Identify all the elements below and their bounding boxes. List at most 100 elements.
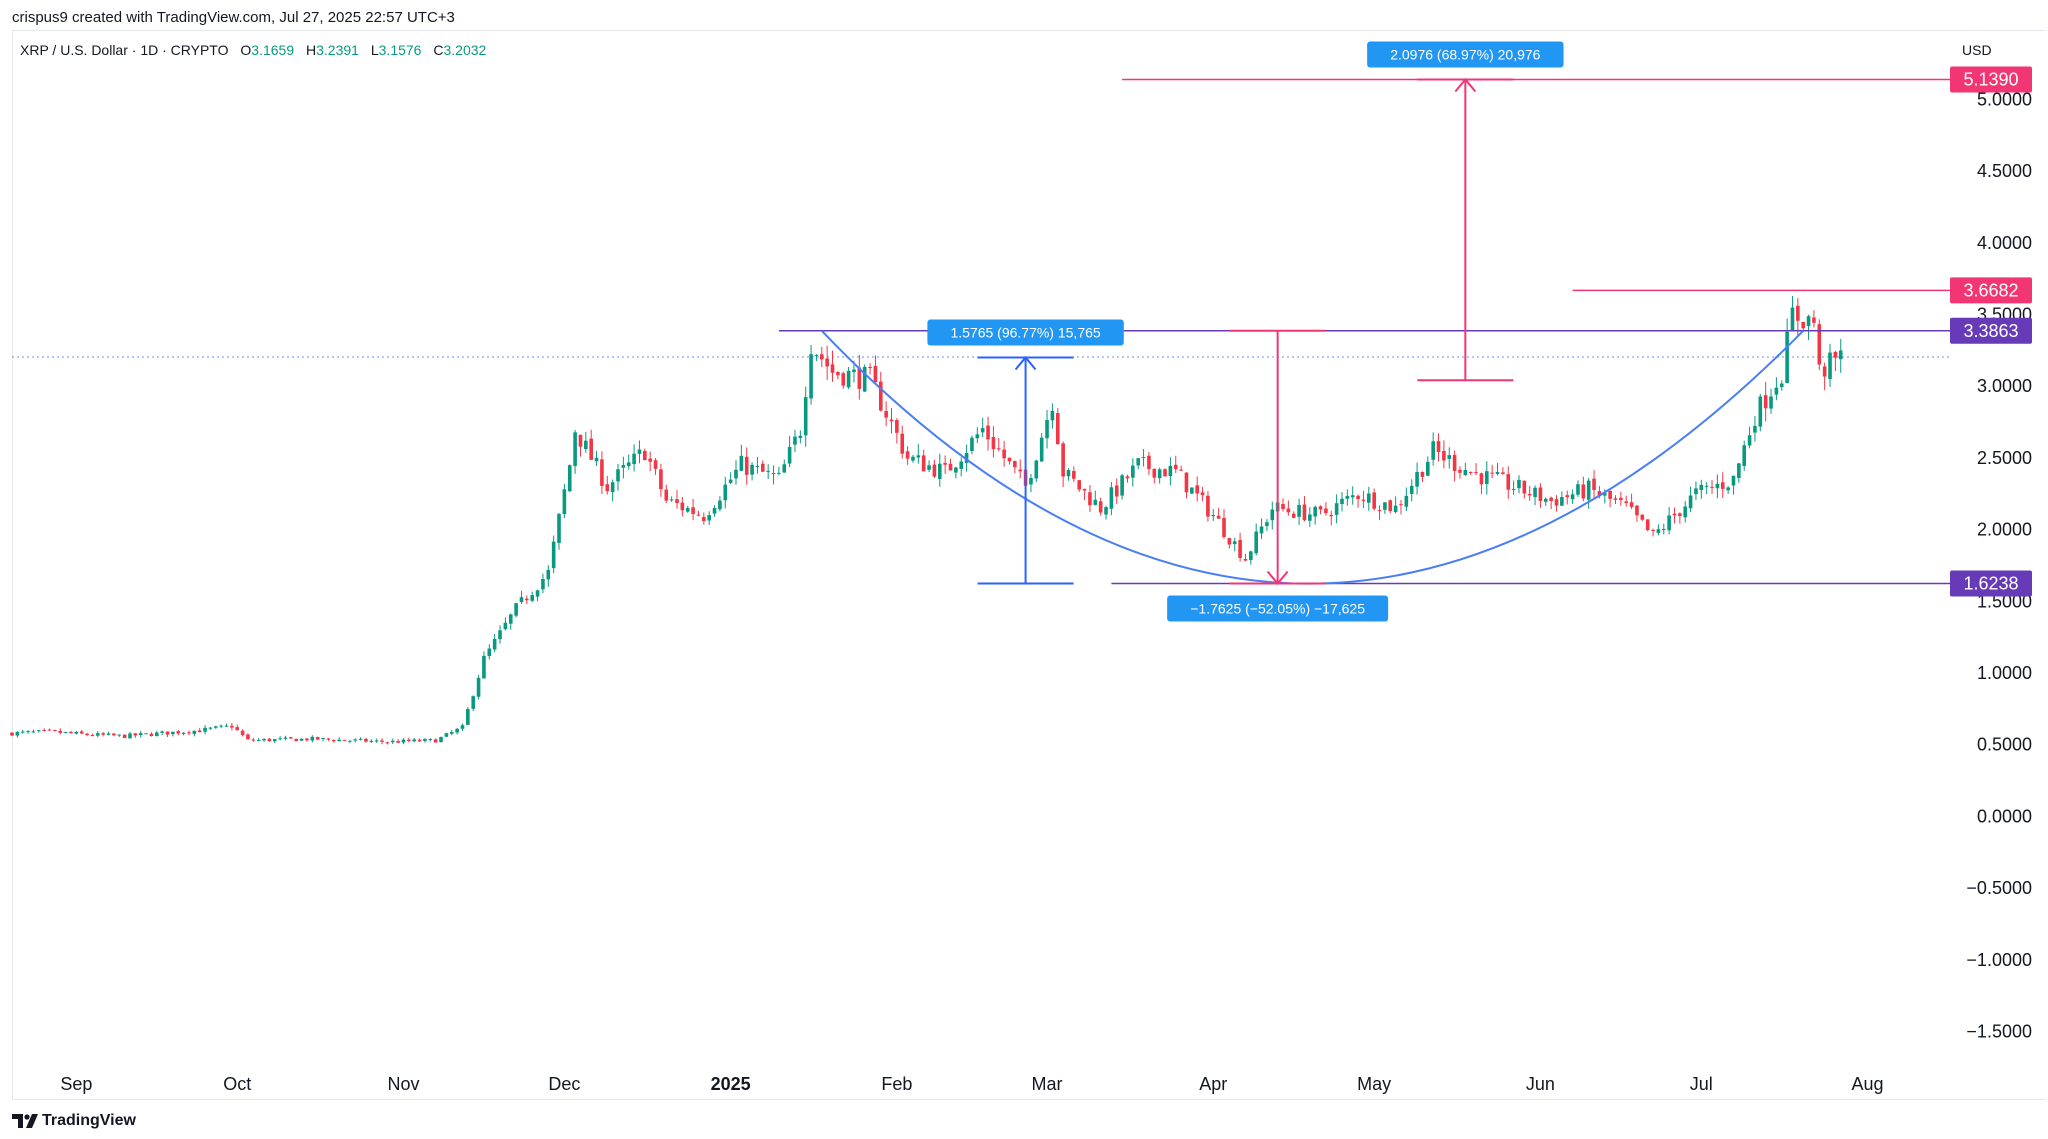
candle-body [712, 507, 717, 514]
candle-body [444, 733, 449, 737]
x-tick-label: Dec [548, 1074, 580, 1094]
candle-body [868, 367, 872, 369]
candle-body [1141, 457, 1146, 459]
candle-body [889, 419, 894, 422]
candle-body [514, 603, 518, 616]
candle-body [197, 730, 202, 733]
candle-body [803, 397, 808, 436]
candle-body [1479, 473, 1484, 485]
candle-body [1029, 478, 1033, 485]
candle-body [841, 373, 846, 386]
candle-body [1206, 495, 1210, 517]
candle-body [1511, 488, 1516, 490]
candle-body [959, 461, 964, 469]
candle-body [1147, 455, 1151, 470]
candle-body [138, 733, 143, 736]
x-tick-label: Sep [60, 1074, 92, 1094]
candle-body [101, 733, 105, 735]
candle-body [160, 731, 164, 733]
price-level-tag [1950, 277, 2032, 304]
candle-body [777, 472, 781, 474]
candle-body [396, 741, 400, 743]
candle-body [278, 738, 282, 740]
candle-body [1779, 383, 1784, 388]
candle-body [1249, 551, 1253, 560]
candle-body [1769, 396, 1773, 409]
candle-body [541, 579, 545, 590]
candle-body [1474, 472, 1478, 474]
candle-body [1088, 492, 1092, 506]
x-tick-label: May [1357, 1074, 1391, 1094]
candle-body [932, 464, 937, 477]
candle-body [508, 614, 513, 624]
candle-body [299, 738, 304, 741]
tradingview-logo-icon [12, 1114, 38, 1128]
candle-body [1688, 495, 1693, 509]
candle-body [1426, 461, 1430, 476]
candle-body [122, 734, 127, 738]
candle-body [1619, 497, 1623, 501]
candle-body [1350, 495, 1355, 498]
measure-label: −1.7625 (−52.05%) −17,625 [1190, 601, 1365, 617]
candle-body [235, 727, 240, 731]
candle-body [702, 516, 706, 522]
candle-body [680, 502, 685, 511]
candle-body [937, 463, 942, 479]
x-tick-label: 2025 [711, 1074, 751, 1094]
candle-body [144, 733, 148, 735]
candle-body [594, 457, 599, 462]
candle-body [1458, 469, 1462, 473]
candle-body [1243, 559, 1248, 561]
candle-body [1560, 497, 1564, 506]
candle-body [1409, 485, 1414, 494]
candle-body [643, 450, 647, 461]
candle-body [1286, 508, 1291, 513]
candle-body [283, 737, 288, 739]
candle-body [782, 464, 787, 473]
candle-body [466, 709, 470, 725]
cup-curve [821, 330, 1804, 585]
candle-body [1790, 307, 1795, 331]
candle-body [1806, 316, 1811, 327]
candle-body [1597, 491, 1602, 497]
candle-body [1468, 471, 1473, 474]
candle-body [1704, 485, 1709, 487]
candle-body [675, 499, 679, 504]
candle-body [1731, 475, 1736, 486]
symbol-legend[interactable]: XRP / U.S. Dollar · 1D · CRYPTO O3.1659 … [20, 42, 486, 58]
candle-body [610, 482, 615, 493]
candle-body [358, 738, 363, 740]
candle-body [1624, 501, 1629, 504]
x-tick-label: Mar [1032, 1074, 1063, 1094]
candle-body [1801, 321, 1806, 329]
candle-body [1222, 518, 1226, 537]
candle-body [975, 434, 980, 439]
candle-body [1517, 479, 1521, 489]
candle-body [825, 358, 829, 367]
candle-body [1045, 420, 1049, 439]
candle-body [305, 738, 309, 741]
candle-body [1415, 472, 1419, 487]
candle-body [562, 489, 567, 515]
candle-body [900, 433, 905, 454]
candle-body [1039, 437, 1044, 462]
top-bar: crispus9 created with TradingView.com, J… [0, 0, 2048, 30]
candle-body [246, 734, 250, 740]
tradingview-logo[interactable]: TradingView [12, 1112, 136, 1130]
candle-body [621, 465, 626, 468]
candle-body [1592, 478, 1596, 491]
candle-body [165, 731, 170, 735]
candle-body [1131, 465, 1135, 478]
time-axis-layer: Sep Oct Nov Dec 2025 Feb Mar Apr May Jun Jul Aug [60, 1074, 1883, 1094]
y-tick-label: −1.0000 [1966, 950, 2032, 970]
ohlc-open-label: O [240, 42, 252, 58]
candle-body [1356, 495, 1360, 500]
candle-body [1340, 498, 1344, 504]
chart-credit: crispus9 created with TradingView.com, J… [12, 9, 455, 26]
x-tick-label: Feb [881, 1074, 912, 1094]
candle-body [1533, 487, 1537, 498]
chart-frame[interactable] [12, 30, 2046, 1100]
candle-body [986, 425, 990, 440]
candle-body [439, 736, 443, 743]
